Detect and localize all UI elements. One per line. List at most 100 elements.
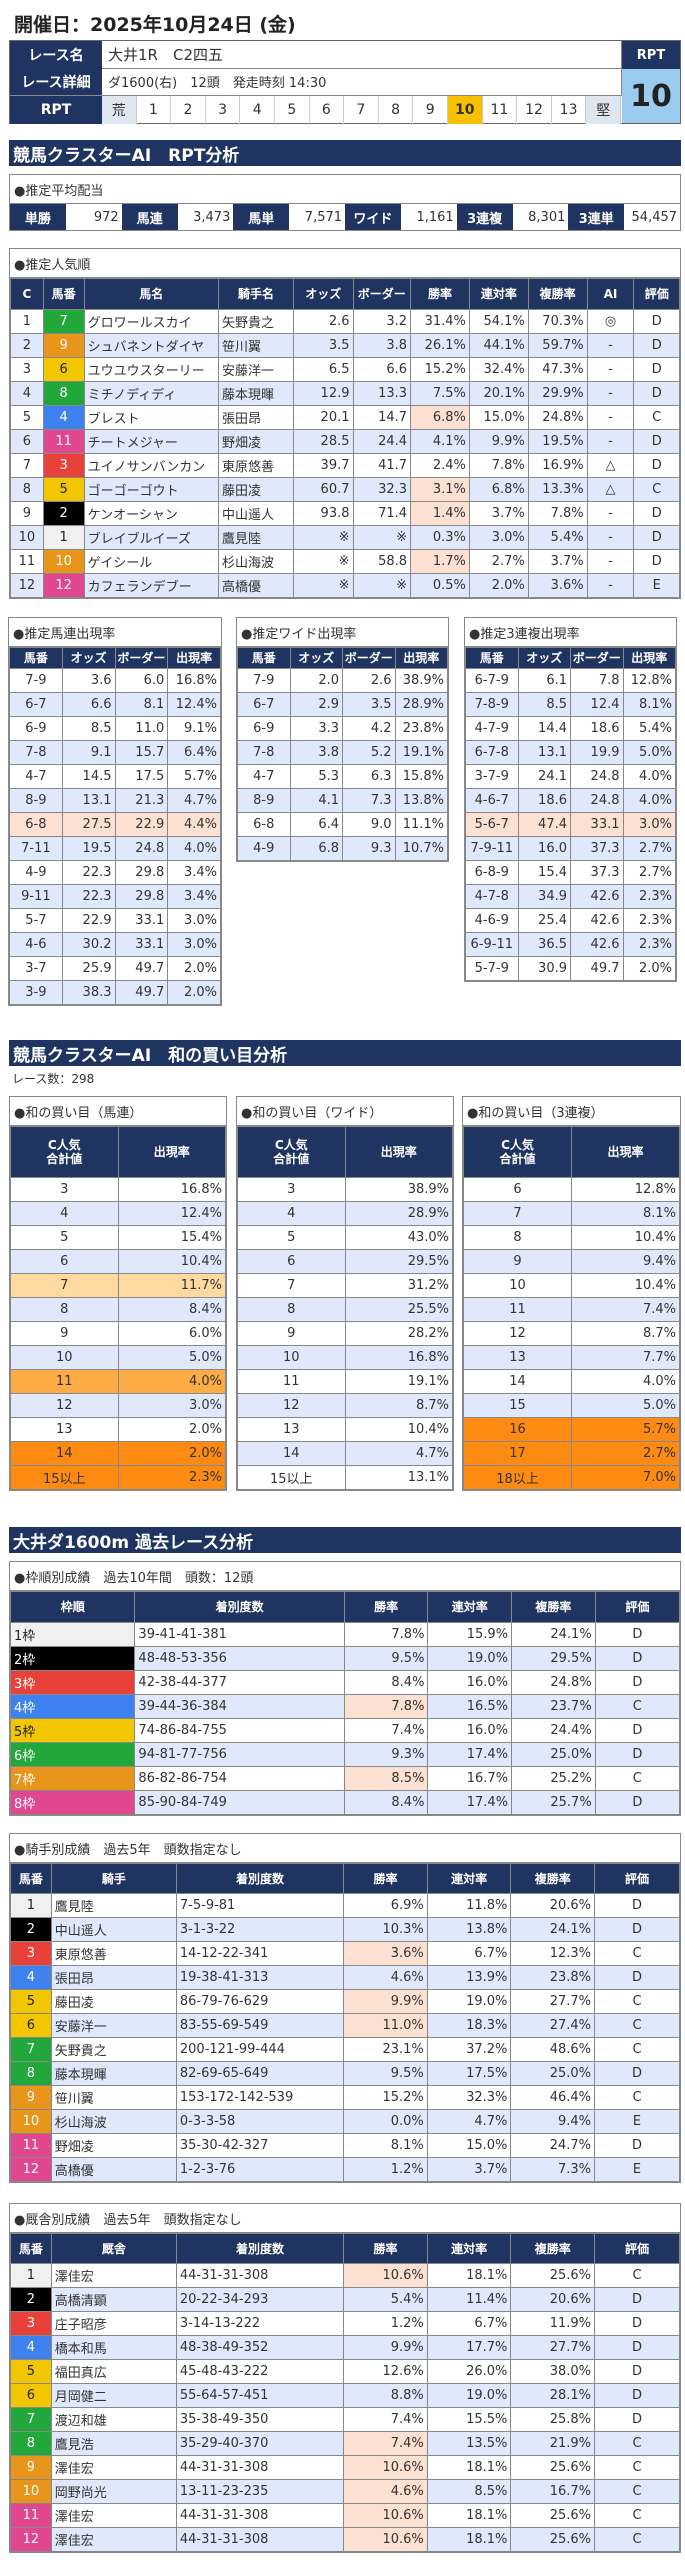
table-row: 7-8 9.1 15.7 6.4%: [9, 740, 221, 765]
table-cell: 23.8%: [394, 716, 448, 741]
table-cell: 15.8%: [394, 764, 448, 789]
table-cell: 29.8: [114, 884, 169, 909]
table-cell: 16.8%: [167, 668, 221, 693]
table-cell: 7.3%: [510, 2157, 596, 2182]
table-cell: 19.5: [61, 836, 116, 861]
table-cell: 杉山海波: [50, 2109, 177, 2134]
table-cell: 20.6%: [510, 2287, 596, 2312]
table-header-row: 馬番 オッズ ボーダー 出現率: [237, 647, 448, 669]
waku-color-cell: 3: [10, 1941, 52, 1966]
table-cell: 矢野貴之: [218, 309, 294, 334]
table-cell: 9.4%: [510, 2109, 596, 2134]
table-row: 1 鷹見陸 7-5-9-81 6.9% 11.8% 20.6% D: [10, 1893, 680, 1918]
table-cell: 3.6%: [343, 1941, 428, 1966]
table-cell: 野畑凌: [218, 429, 294, 454]
table-cell: D: [633, 381, 680, 406]
column-header: C人気 合計値: [237, 1126, 346, 1178]
table-cell: C: [633, 477, 680, 502]
rpt-scale-cell: 13: [552, 96, 587, 124]
table-cell: 32.4%: [468, 357, 529, 382]
table-row: 2 高橋清顕 20-22-34-293 5.4% 11.4% 20.6% D: [10, 2287, 680, 2312]
table-row: 10 1 ブレイブルイーズ 鷹見陸 ※ ※ 0.3% 3.0% 5.4% - D: [10, 525, 680, 550]
table-cell: 34.9: [517, 884, 571, 909]
table-cell: 8.5%: [343, 1766, 429, 1791]
table-cell: 86-79-76-629: [175, 1989, 345, 2014]
table-cell: 37.2%: [426, 2037, 512, 2062]
table-cell: 笹川翼: [218, 333, 294, 358]
table-row: 8 鷹見浩 35-29-40-370 7.4% 13.5% 21.9% C: [10, 2431, 680, 2456]
table-cell: 11.0: [114, 716, 169, 741]
table-row: 3 6 ユウユウスターリー 安藤洋一 6.5 6.6 15.2% 32.4% 47.3% - D: [10, 357, 680, 382]
table-cell: 24.8: [570, 788, 624, 813]
table-row: 6-7 6.6 8.1 12.4%: [9, 692, 221, 717]
sum-wide-title: ●和の買い目（ワイド）: [237, 1097, 453, 1126]
table-cell: 13: [463, 1345, 572, 1370]
column-header: 馬番: [10, 2233, 52, 2264]
table-cell: 0.5%: [410, 573, 470, 598]
table-cell: 7.0%: [571, 1465, 680, 1490]
table-cell: 7: [10, 1273, 119, 1298]
umaren-table: 馬番 オッズ ボーダー 出現率 7-9 3.6 6.0 16.8% 6-7 6.6 8.1 12.4%…: [9, 647, 221, 1005]
table-cell: 13.8%: [426, 1917, 512, 1942]
table-cell: 13.8%: [394, 788, 448, 813]
table-cell: 13.3: [352, 381, 412, 406]
table-row: 11 7.4%: [463, 1297, 680, 1322]
table-cell: 12.9: [292, 381, 354, 406]
table-row: 8枠 85-90-84-749 8.4% 17.4% 25.7% D: [9, 1790, 681, 1815]
table-cell: 鷹見陸: [50, 1893, 177, 1918]
payout-value: 1,161: [400, 204, 457, 230]
rpt-scale-cell: 3: [206, 96, 241, 124]
race-count: レース数：298: [12, 1072, 95, 1086]
table-cell: 10: [10, 1345, 119, 1370]
table-cell: ユウユウスターリー: [83, 357, 220, 382]
table-row: 8 5 ゴーゴーゴウト 藤田凌 60.7 32.3 3.1% 6.8% 13.3% △ C: [10, 477, 680, 502]
table-cell: -: [586, 573, 635, 598]
column-header: 着別度数: [134, 1591, 345, 1623]
table-cell: 月岡健二: [50, 2383, 177, 2408]
table-row: 12 3.0%: [10, 1393, 226, 1418]
table-cell: 0.3%: [410, 525, 470, 550]
table-row: 1 7 グロワールスカイ 矢野貴之 2.6 3.2 31.4% 54.1% 70.3% ◎ D: [10, 309, 680, 334]
table-cell: 7-8-9: [465, 692, 519, 717]
table-header-row: 馬番 騎手 着別度数 勝率 連対率 複勝率 評価: [10, 1863, 680, 1894]
table-cell: ※: [292, 525, 354, 550]
table-cell: 4.2: [342, 716, 396, 741]
table-cell: -: [586, 333, 635, 358]
table-cell: 9: [10, 501, 44, 526]
table-cell: 46.4%: [510, 2085, 596, 2110]
table-cell: 澤佳宏: [50, 2455, 177, 2480]
table-cell: ユイノサンバンカン: [83, 453, 220, 478]
table-cell: 6.8%: [468, 477, 529, 502]
table-cell: カフェランデブー: [83, 573, 220, 598]
column-header: C人気 合計値: [10, 1126, 119, 1178]
table-cell: 7.5%: [410, 381, 470, 406]
table-cell: 1-2-3-76: [175, 2157, 345, 2182]
table-cell: 2.0%: [117, 1417, 226, 1442]
table-cell: 11.7%: [117, 1273, 226, 1298]
wide-title: ●推定ワイド出現率: [237, 618, 448, 647]
table-row: 4 橋本和馬 48-38-49-352 9.9% 17.7% 27.7% D: [10, 2335, 680, 2360]
table-cell: 2.7%: [571, 1441, 680, 1466]
table-cell: ゴーゴーゴウト: [83, 477, 220, 502]
waku-color-cell: 12: [10, 2157, 52, 2182]
column-header: C: [10, 278, 44, 310]
table-cell: 8.4%: [117, 1297, 226, 1322]
table-cell: 6.8: [289, 836, 343, 861]
table-cell: 6.1: [517, 668, 571, 693]
waku-color-cell: 12: [10, 2527, 52, 2552]
table-cell: △: [586, 477, 635, 502]
table-cell: 19.0%: [427, 1646, 513, 1671]
table-cell: 杉山海波: [218, 549, 294, 574]
table-cell: 6-7-9: [465, 668, 519, 693]
column-header: 勝率: [343, 1591, 429, 1623]
table-cell: 6-9: [237, 716, 291, 741]
table-row: 3-7-9 24.1 24.8 4.0%: [465, 764, 676, 789]
table-cell: 33.1: [570, 812, 624, 837]
table-cell: 7: [463, 1201, 572, 1226]
race-detail-label: レース詳細: [10, 68, 102, 96]
table-cell: C: [594, 1766, 681, 1791]
table-row: 8 10.4%: [463, 1225, 680, 1250]
sum-umaren-box: ●和の買い目（馬連） C人気 合計値 出現率 3 16.8% 4 12.4% 5 15.4% 6 10…: [9, 1096, 227, 1491]
table-cell: 16.0: [517, 836, 571, 861]
table-cell: 13.5%: [426, 2431, 512, 2456]
